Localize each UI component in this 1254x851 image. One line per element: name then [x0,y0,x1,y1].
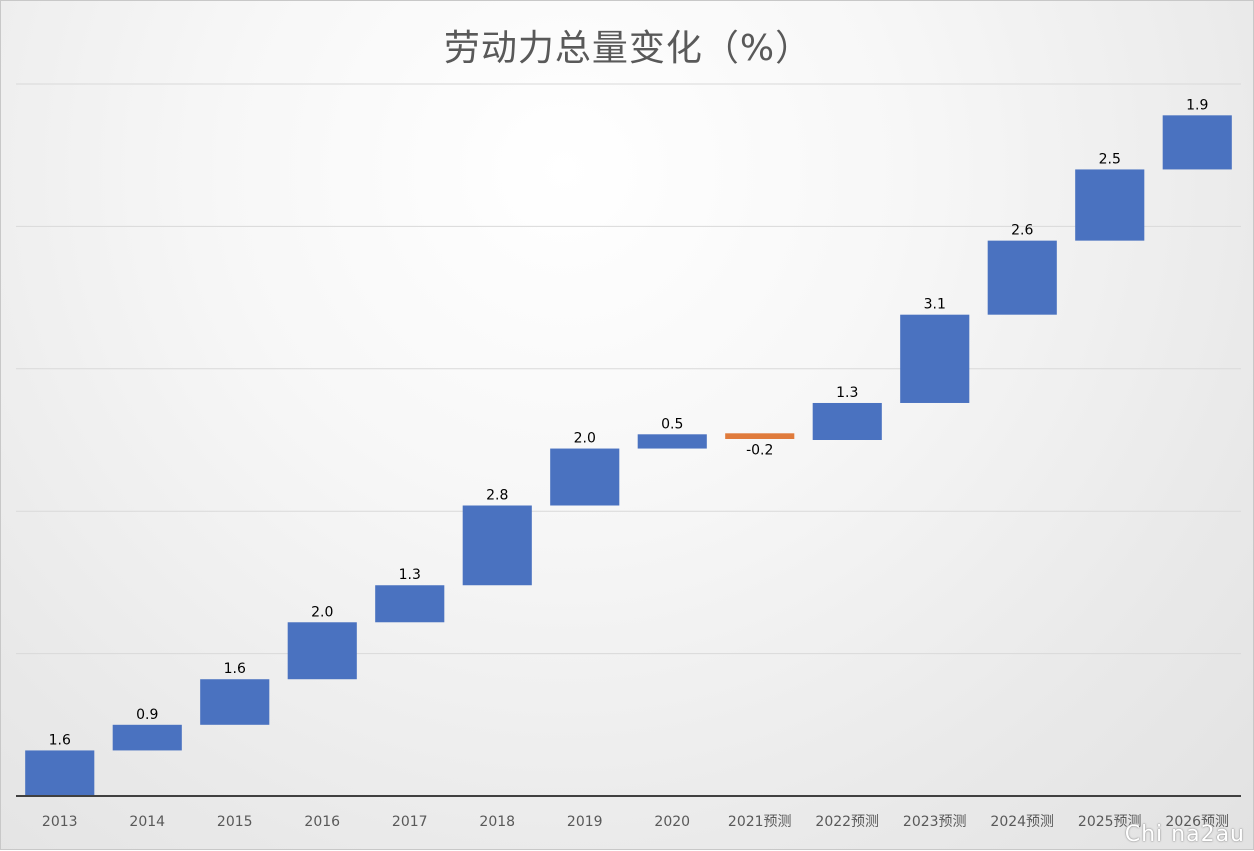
x-tick-label: 2014 [129,814,165,830]
x-tick-label: 2019 [567,814,603,830]
bar [462,505,532,586]
x-tick-label: 2024预测 [990,814,1054,830]
x-tick-label: 2017 [392,814,428,830]
data-label: 1.9 [1186,97,1208,113]
bar [1162,115,1232,170]
x-tick-label: 2025预测 [1078,814,1142,830]
data-label: 2.6 [1011,223,1033,239]
x-tick-label: 2020 [654,814,690,830]
bar [637,434,707,449]
data-label: 2.8 [486,488,508,504]
x-tick-label: 2023预测 [903,814,967,830]
data-label: 3.1 [924,297,946,313]
x-tick-label: 2015 [217,814,253,830]
bar [112,724,182,751]
x-tick-label: 2021预测 [728,814,792,830]
data-label: 0.9 [136,707,158,723]
data-label: 2.0 [311,604,333,620]
data-label: 1.6 [49,732,71,748]
x-tick-label: 2026预测 [1165,814,1229,830]
bar [375,585,445,623]
x-tick-label: 2013 [42,814,78,830]
bar [900,314,970,403]
watermark: Chi na2au [1124,822,1245,847]
data-label: -0.2 [746,442,773,458]
bar [25,750,95,796]
data-label: 1.6 [224,661,246,677]
bar [287,622,357,680]
data-label: 1.3 [399,567,421,583]
data-label: 2.0 [574,431,596,447]
bar [812,402,882,440]
bar [1075,169,1145,241]
data-label: 2.5 [1099,151,1121,167]
bar [987,240,1057,315]
data-label: 0.5 [661,416,683,432]
bar [725,433,795,439]
bar [550,448,620,506]
x-tick-label: 2018 [479,814,515,830]
data-label: 1.3 [836,385,858,401]
x-tick-label: 2022预测 [815,814,879,830]
x-tick-label: 2016 [304,814,340,830]
chart-title: 劳动力总量变化（%） [443,28,813,69]
bar [200,679,270,725]
